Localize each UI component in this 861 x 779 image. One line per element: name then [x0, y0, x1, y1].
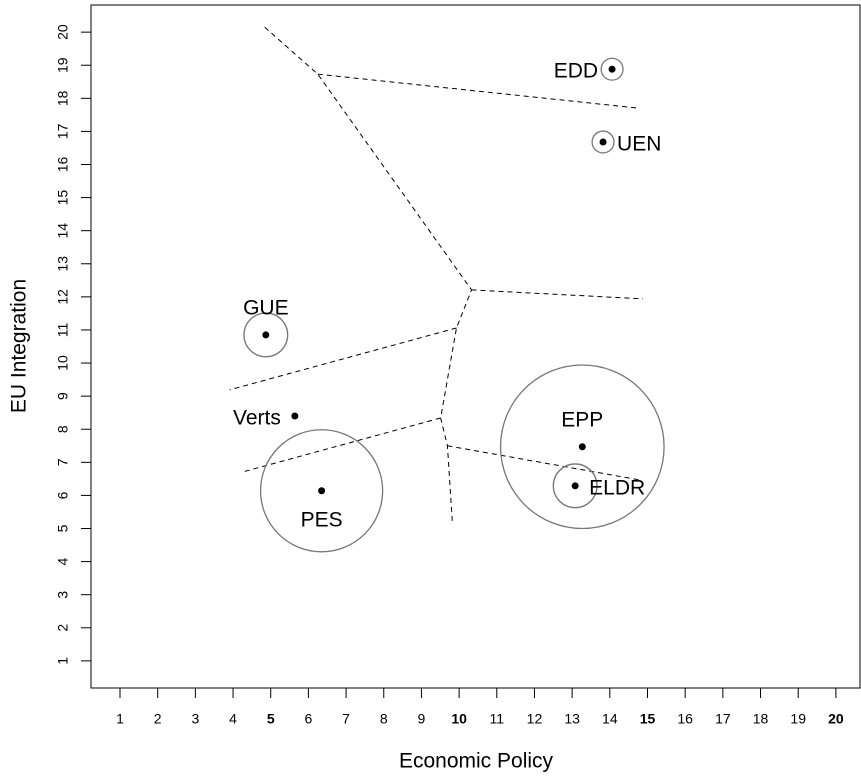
y-tick-label: 10: [55, 355, 71, 371]
boundary-line: [471, 289, 644, 300]
size-circle: [243, 312, 289, 358]
y-tick-label: 2: [55, 624, 71, 632]
x-tick-label: 20: [828, 711, 844, 727]
x-tick-label: 13: [564, 711, 580, 727]
x-tick-label: 1: [116, 711, 124, 727]
size-circle: [600, 57, 624, 81]
x-axis-title: Economic Policy: [399, 750, 554, 773]
y-tick-label: 11: [55, 322, 71, 337]
y-tick-label: 6: [55, 491, 71, 499]
y-tick-label: 12: [55, 289, 71, 305]
point-label: PES: [301, 508, 343, 531]
y-tick-label: 1: [55, 657, 71, 665]
point: [608, 65, 616, 73]
size-circle: [259, 429, 384, 553]
x-tick-label: 14: [602, 711, 618, 727]
y-tick-label: 3: [55, 591, 71, 599]
y-tick-label: 16: [55, 157, 71, 173]
boundary-line: [242, 417, 441, 473]
y-tick-label: 8: [55, 425, 71, 433]
y-tick-label: 9: [55, 392, 71, 400]
x-tick-label: 12: [527, 711, 543, 727]
size-circle: [591, 130, 615, 154]
point-label: GUE: [243, 296, 289, 319]
y-tick-label: 20: [55, 24, 71, 40]
x-tick-label: 5: [267, 711, 275, 727]
x-tick-label: 8: [380, 711, 388, 727]
point: [262, 331, 270, 339]
y-tick-label: 7: [55, 458, 71, 466]
x-tick-label: 3: [191, 711, 199, 727]
y-axis-title: EU Integration: [8, 279, 31, 413]
plot-frame: [90, 4, 861, 689]
x-tick-label: 6: [305, 711, 313, 727]
boundary-line: [447, 445, 640, 481]
point-label: EPP: [561, 408, 603, 431]
y-tick-label: 15: [55, 190, 71, 206]
y-tick-label: 14: [55, 223, 71, 239]
x-tick-label: 2: [154, 711, 162, 727]
x-tick-label: 15: [640, 711, 656, 727]
x-tick-label: 11: [490, 711, 505, 727]
point-label: Verts: [233, 407, 281, 430]
x-tick-label: 4: [229, 711, 237, 727]
size-circle: [552, 463, 598, 509]
y-tick-label: 13: [55, 256, 71, 272]
boundary-line: [264, 26, 473, 522]
point-label: EDD: [554, 60, 598, 83]
point: [571, 482, 579, 490]
x-tick-label: 10: [451, 711, 467, 727]
y-tick-label: 5: [55, 524, 71, 532]
y-tick-label: 17: [55, 123, 71, 139]
size-circle: [499, 364, 665, 530]
x-tick-label: 18: [753, 711, 769, 727]
point: [599, 138, 607, 146]
point-label: UEN: [617, 133, 661, 156]
point: [318, 487, 326, 495]
boundary-line: [229, 327, 457, 391]
point: [578, 443, 586, 451]
point-label: ELDR: [589, 476, 645, 499]
x-tick-label: 19: [790, 711, 806, 727]
x-tick-label: 7: [342, 711, 350, 727]
y-tick-label: 19: [55, 57, 71, 73]
x-tick-label: 17: [715, 711, 731, 727]
y-tick-label: 18: [55, 90, 71, 106]
point: [291, 412, 299, 420]
x-tick-label: 9: [418, 711, 426, 727]
x-tick-label: 16: [677, 711, 693, 727]
y-tick-label: 4: [55, 557, 71, 565]
